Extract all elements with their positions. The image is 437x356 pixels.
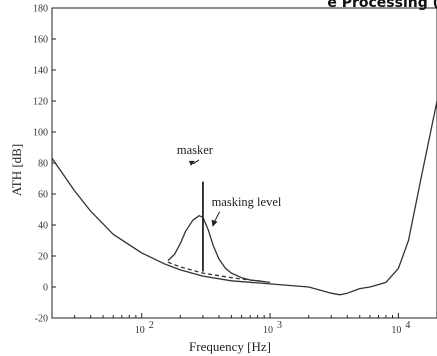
series-line-1 <box>51 100 437 296</box>
masker-arrowhead <box>188 160 195 166</box>
y-axis-ticks: -20 0 20 40 60 80 100 120 140 160 180 <box>33 4 56 325</box>
masking-level-arrowhead <box>211 219 218 227</box>
y-tick-label: 100 <box>33 128 48 139</box>
x-tick-label: 10 <box>391 325 401 336</box>
y-tick-label: -20 <box>35 314 48 325</box>
y-tick-label: 0 <box>43 283 48 294</box>
x-tick-label: 10 <box>135 325 145 336</box>
y-tick-label: 180 <box>33 4 48 15</box>
y-tick-label: 60 <box>38 190 48 201</box>
x-tick-exponent: 4 <box>405 320 410 331</box>
x-axis-label: Frequency [Hz] <box>189 339 271 354</box>
x-tick-label: 10 <box>263 325 273 336</box>
annotations: masker masking level <box>177 143 282 227</box>
y-tick-label: 160 <box>33 35 48 46</box>
plot-frame <box>51 7 437 319</box>
x-axis-ticks: 10 2 10 3 10 4 <box>51 313 437 336</box>
x-tick-exponent: 3 <box>277 320 282 331</box>
y-tick-label: 20 <box>38 252 48 263</box>
y-axis-label: ATH [dB] <box>9 144 24 196</box>
y-tick-label: 40 <box>38 221 48 232</box>
annotation-masker: masker <box>177 143 214 157</box>
top-caption: e Processing ( <box>327 0 437 11</box>
y-tick-label: 140 <box>33 66 48 77</box>
masking-level-arrow <box>214 211 221 222</box>
y-tick-label: 80 <box>38 159 48 170</box>
x-tick-exponent: 2 <box>149 320 154 331</box>
series-group <box>51 100 437 296</box>
y-tick-label: 120 <box>33 97 48 108</box>
annotation-masking-level: masking level <box>212 195 282 209</box>
series-line-2 <box>167 215 271 284</box>
masker-arrow <box>192 159 200 165</box>
series-line-3 <box>167 261 265 283</box>
